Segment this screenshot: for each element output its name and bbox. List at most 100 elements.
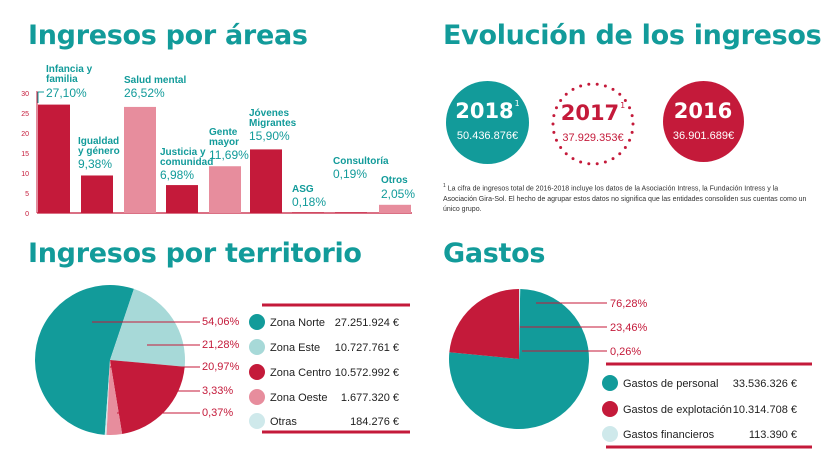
territory-heading: Ingresos por territorio [28,238,362,269]
bar [209,166,241,213]
bar [335,212,367,213]
territory-pct-label: 54,06% [202,316,240,328]
territory-pie-slice [106,360,123,436]
bar [81,175,113,213]
territory-pct-label: 21,28% [202,339,240,351]
year-2017-ring-dot [595,82,599,86]
bar [166,185,198,213]
year-2017-ring-dot [631,122,635,126]
year-2017-ring-dot [623,98,627,102]
year-2016-circle: 2016 36.901.689€ [663,81,744,162]
bar-value-label: 9,38% [78,157,112,171]
year-2016-label: 2016 [673,99,733,123]
year-2017-ring-dot [552,130,556,134]
territory-pct-label: 0,37% [202,407,233,419]
year-2017-ring-dot [587,162,591,166]
bar-chart-ytick: 20 [21,131,29,138]
territory-pie-slice [110,288,185,367]
year-2017-ring-dot [611,157,615,161]
bar-value-label: 2,05% [381,187,415,201]
bar-category-label: y género [78,146,120,157]
bar-category-label: Igualdad [78,136,119,147]
year-2017-ring-dot [587,82,591,86]
bar [292,212,324,213]
year-2017-circle: 20171 37.929.353€ [552,83,634,165]
expenses-pie-slice [449,289,520,359]
bar-category-label: Consultoría [333,156,389,167]
expenses-legend-swatch [602,426,618,442]
bar-category-label: ASG [292,184,314,195]
year-2017-ring-dot [579,160,583,164]
bar-chart-ytick: 15 [21,151,29,158]
territory-legend-swatch [249,389,265,405]
bar-category-label: Infancia y [46,64,93,75]
bar-category-label: comunidad [160,157,213,168]
territory-legend-swatch [249,339,265,355]
expenses-pct-label: 76,28% [610,298,648,310]
bar-category-label: Justicia y [160,147,206,158]
bar-category-label: Migrantes [249,118,297,129]
territory-legend-swatch [249,413,265,429]
territory-legend-label: Otras [270,416,297,428]
territory-legend-swatch [249,364,265,380]
expenses-pie-slice [449,289,590,430]
year-2017-ring-dot [618,152,622,156]
year-2017-ring-dot [564,152,568,156]
territory-legend-label: Zona Este [270,342,320,354]
bar-category-label: Otros [381,175,408,186]
year-2018-label: 20181 [455,99,520,123]
year-2017-ring-dot [559,146,563,150]
bar-chart-ytick: 25 [21,111,29,118]
year-2017-ring-dot [559,98,563,102]
territory-legend-label: Zona Centro [270,367,331,379]
expenses-pct-label: 0,26% [610,346,641,358]
territory-legend-label: Zona Norte [270,317,325,329]
bar-category-label: familia [46,74,78,85]
expenses-legend-amount: 113.390 € [749,429,797,441]
year-2017-ring-dot [628,138,632,142]
territory-pie-slice [104,360,110,435]
expenses-legend-amount: 33.536.326 € [733,378,797,390]
territory-legend-label: Zona Oeste [270,392,327,404]
year-2017-ring-dot [571,87,575,91]
bar-chart-ytick: 0 [25,211,29,218]
territory-legend-amount: 184.276 € [350,416,399,428]
areas-heading: Ingresos por áreas [28,20,308,51]
territory-pie-slice [110,360,185,435]
income-footnote: 1 La cifra de ingresos total de 2016-201… [443,183,807,214]
bar-value-label: 26,52% [124,86,165,100]
year-2017-ring-dot [579,84,583,88]
bar-value-label: 11,69% [209,148,249,162]
bar-category-label: Jóvenes [249,108,289,119]
bar-chart-ytick: 30 [21,91,29,98]
year-2018-circle: 20181 50.436.876€ [446,81,529,164]
year-2017-ring-dot [611,87,615,91]
year-2017-ring-dot [595,162,599,166]
year-2017-ring-dot [630,114,634,118]
expenses-legend-label: Gastos de explotación [623,404,732,416]
year-2017-ring-dot [571,157,575,161]
year-2017-amount: 37.929.353€ [562,132,624,144]
bar-category-label: Gente [209,127,238,138]
bar-value-label: 15,90% [249,129,290,143]
year-2017-ring-dot [618,92,622,96]
territory-pct-label: 3,33% [202,385,233,397]
bar-value-label: 0,18% [292,195,326,209]
year-2017-ring-dot [603,84,607,88]
expenses-pct-label: 23,46% [610,322,648,334]
bar-chart-ytick: 5 [25,191,29,198]
year-2018-amount: 50.436.876€ [456,130,519,142]
year-2017-ring-dot [552,114,556,118]
expenses-heading: Gastos [443,238,546,269]
evolution-heading: Evolución de los ingresos [443,20,822,51]
bar [124,106,156,213]
year-2017-ring-dot [554,138,558,142]
territory-legend-amount: 27.251.924 € [335,317,399,329]
year-2017-ring-dot [551,122,555,126]
expenses-legend-label: Gastos de personal [623,378,718,390]
territory-pct-label: 20,97% [202,361,240,373]
expenses-pie-slice [519,289,521,359]
year-2017-ring-dot [554,106,558,110]
bar [250,149,282,213]
